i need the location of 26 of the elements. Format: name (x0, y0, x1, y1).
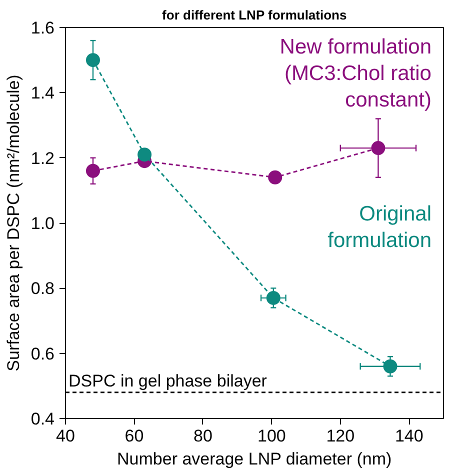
x-tick-label: 40 (56, 426, 75, 446)
point (268, 170, 282, 184)
y-axis-title: Surface area per DSPC (nm²/molecule) (4, 74, 23, 372)
x-tick-label: 140 (394, 426, 424, 446)
point (266, 290, 280, 305)
ref-line-label: DSPC in gel phase bilayer (68, 371, 268, 390)
x-tick-label: 100 (258, 426, 286, 446)
point (383, 359, 398, 374)
point (138, 148, 152, 162)
chart-title: for different LNP formulations (162, 8, 347, 22)
y-tick-label: 1.2 (30, 148, 55, 168)
y-tick-label: 0.8 (30, 279, 55, 298)
y-tick-label: 1.4 (30, 84, 55, 103)
x-axis-title: Number average LNP diameter (nm) (117, 450, 392, 468)
x-tick-label: 120 (326, 426, 355, 446)
x-tick-label: 60 (124, 426, 144, 446)
x-tick-label: 80 (194, 426, 212, 446)
point (86, 164, 100, 178)
text: Original formulation (328, 202, 432, 252)
y-tick-label: 1.0 (30, 214, 55, 233)
point (371, 141, 386, 156)
y-tick-label: 1.6 (30, 18, 55, 38)
y-tick-label: 0.4 (30, 410, 55, 428)
point (86, 53, 100, 68)
text: New formulation (MC3:Chol ratio constant) (280, 36, 432, 112)
y-tick-label: 0.6 (30, 344, 55, 364)
